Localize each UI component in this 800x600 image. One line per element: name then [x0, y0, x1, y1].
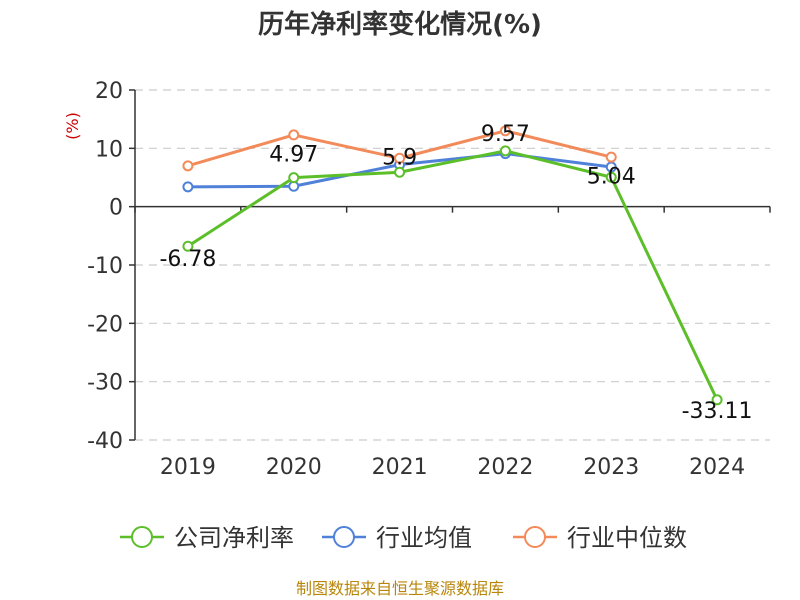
- x-tick-label: 2024: [689, 455, 745, 480]
- data-point: [394, 166, 406, 178]
- data-label: 9.57: [481, 122, 530, 147]
- data-point: [605, 151, 617, 163]
- data-point: [182, 181, 194, 193]
- y-tick-label: 20: [95, 79, 123, 104]
- data-label: 4.97: [269, 143, 318, 168]
- y-tick-label: -20: [87, 312, 123, 337]
- legend-marker: [333, 526, 355, 548]
- data-point: [288, 129, 300, 141]
- data-point: [499, 125, 511, 137]
- legend-marker: [524, 526, 546, 548]
- series-line: [187, 149, 719, 401]
- data-label: 5.04: [587, 164, 636, 189]
- x-tick-label: 2021: [372, 455, 428, 480]
- data-label: -6.78: [159, 247, 216, 272]
- y-tick-label: -40: [87, 429, 123, 454]
- y-tick-label: 10: [95, 137, 123, 162]
- data-label: -33.11: [682, 399, 753, 424]
- legend-marker: [131, 526, 153, 548]
- series-lines: [182, 125, 723, 406]
- data-label: 5.9: [382, 145, 417, 170]
- x-tick-label: 2023: [583, 455, 639, 480]
- y-tick-label: -10: [87, 254, 123, 279]
- chart-title: 历年净利率变化情况(%): [258, 9, 542, 40]
- data-point: [182, 240, 194, 252]
- data-point: [394, 152, 406, 164]
- legend-label: 公司净利率: [174, 524, 294, 552]
- legend-label: 行业均值: [376, 524, 472, 552]
- source-note: 制图数据来自恒生聚源数据库: [296, 579, 504, 598]
- legend-label: 行业中位数: [567, 524, 687, 552]
- data-point: [711, 394, 723, 406]
- y-axis-label: (%): [63, 112, 82, 140]
- legend: 公司净利率 行业均值 行业中位数: [120, 524, 687, 552]
- x-tick-label: 2020: [266, 455, 322, 480]
- data-labels: -6.78 4.97 5.9 9.57 5.04 -33.11: [159, 122, 752, 424]
- x-tick-label: 2022: [477, 455, 533, 480]
- y-tick-label: -30: [87, 371, 123, 396]
- y-tick-label: 0: [109, 196, 123, 221]
- axes: 20 10 0 -10 -20 -30 -40 2019 2020 2021 2022 2023 202…: [87, 79, 771, 480]
- x-tick-label: 2019: [160, 455, 216, 480]
- data-point: [499, 145, 511, 157]
- grid-lines: [135, 89, 770, 441]
- data-point: [605, 171, 617, 183]
- data-point: [288, 172, 300, 184]
- data-point: [182, 160, 194, 172]
